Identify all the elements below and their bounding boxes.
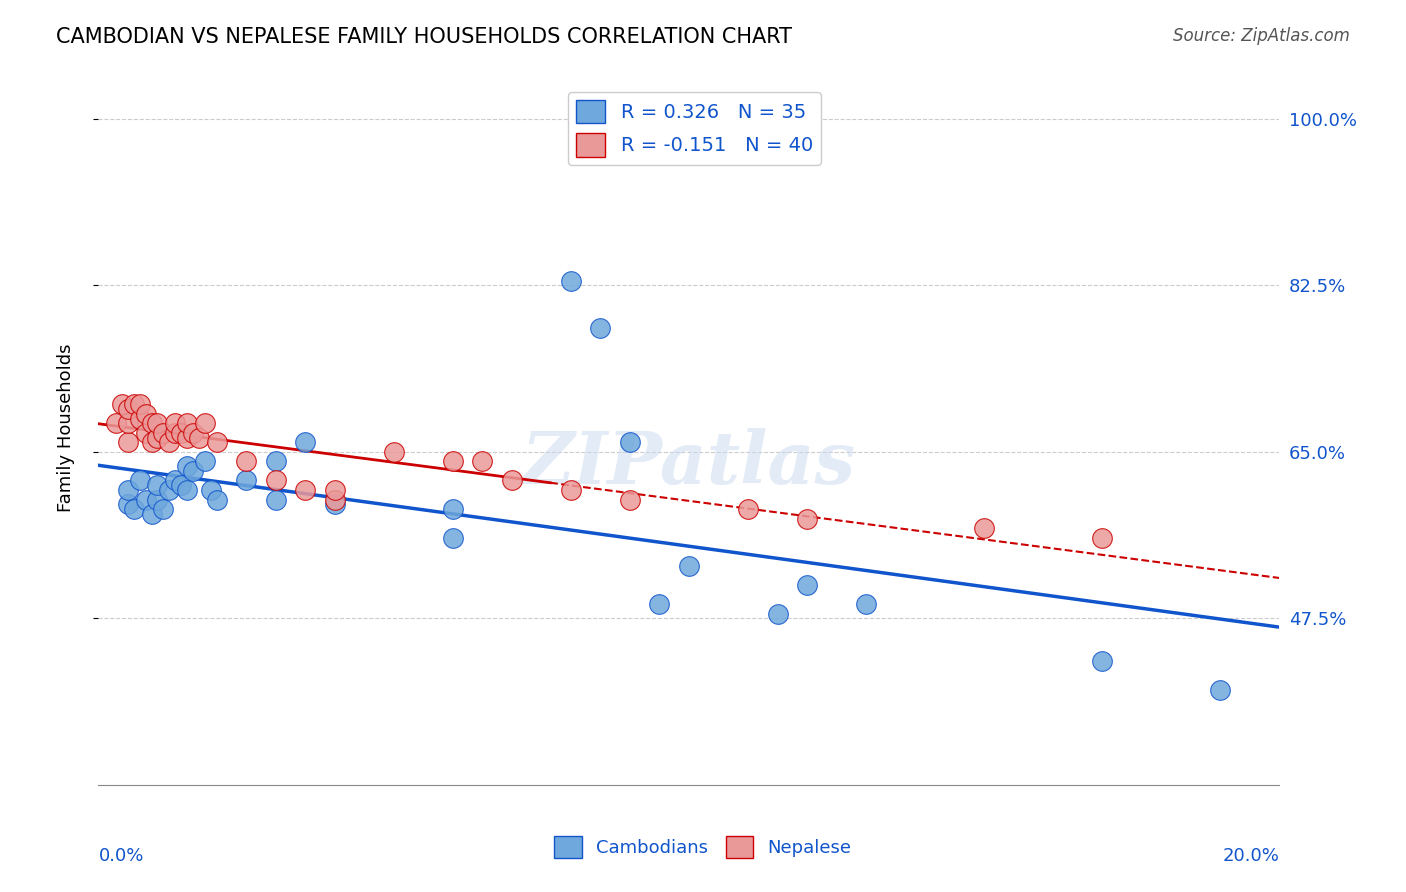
Text: Source: ZipAtlas.com: Source: ZipAtlas.com [1173, 27, 1350, 45]
Point [165, 417, 187, 431]
Point [170, 478, 193, 492]
Point [146, 478, 169, 492]
Point [1209, 682, 1232, 697]
Text: 0.0%: 0.0% [98, 847, 143, 865]
Text: 20.0%: 20.0% [1223, 847, 1279, 865]
Point [157, 483, 180, 497]
Point [560, 483, 582, 497]
Point [441, 454, 464, 468]
Point [146, 492, 169, 507]
Point [205, 492, 228, 507]
Point [323, 492, 346, 507]
Point [194, 417, 217, 431]
Point [105, 417, 128, 431]
Point [165, 425, 187, 440]
Point [117, 417, 139, 431]
Point [737, 502, 759, 516]
Point [146, 417, 169, 431]
Point [128, 474, 150, 488]
Point [678, 559, 700, 574]
Point [648, 597, 671, 611]
Point [441, 531, 464, 545]
Point [165, 474, 187, 488]
Point [471, 454, 494, 468]
Point [141, 417, 163, 431]
Point [141, 435, 163, 450]
Point [1091, 531, 1114, 545]
Point [117, 402, 139, 417]
Point [323, 497, 346, 511]
Point [141, 507, 163, 521]
Point [264, 474, 287, 488]
Point [117, 435, 139, 450]
Point [181, 425, 204, 440]
Point [187, 431, 209, 445]
Point [1091, 654, 1114, 668]
Point [128, 397, 150, 411]
Point [855, 597, 877, 611]
Point [122, 397, 145, 411]
Legend: Cambodians, Nepalese: Cambodians, Nepalese [547, 829, 859, 865]
Point [181, 464, 204, 478]
Point [135, 425, 157, 440]
Point [294, 483, 316, 497]
Point [135, 407, 157, 421]
Point [176, 459, 198, 474]
Point [589, 321, 612, 335]
Point [170, 425, 193, 440]
Point [205, 435, 228, 450]
Point [619, 435, 641, 450]
Y-axis label: Family Households: Family Households [56, 344, 75, 512]
Point [152, 502, 174, 516]
Point [264, 492, 287, 507]
Point [796, 511, 818, 525]
Point [117, 483, 139, 497]
Point [146, 431, 169, 445]
Point [176, 431, 198, 445]
Point [135, 492, 157, 507]
Point [152, 425, 174, 440]
Point [560, 274, 582, 288]
Point [973, 521, 995, 535]
Point [796, 578, 818, 592]
Text: ZIPatlas: ZIPatlas [522, 428, 856, 500]
Point [176, 483, 198, 497]
Point [294, 435, 316, 450]
Point [157, 435, 180, 450]
Point [117, 497, 139, 511]
Legend: R = 0.326   N = 35, R = -0.151   N = 40: R = 0.326 N = 35, R = -0.151 N = 40 [568, 92, 821, 164]
Point [501, 474, 523, 488]
Point [264, 454, 287, 468]
Point [235, 454, 257, 468]
Point [176, 417, 198, 431]
Point [111, 397, 134, 411]
Point [766, 607, 789, 621]
Point [194, 454, 217, 468]
Point [382, 445, 405, 459]
Point [441, 502, 464, 516]
Point [200, 483, 222, 497]
Point [235, 474, 257, 488]
Point [619, 492, 641, 507]
Text: CAMBODIAN VS NEPALESE FAMILY HOUSEHOLDS CORRELATION CHART: CAMBODIAN VS NEPALESE FAMILY HOUSEHOLDS … [56, 27, 792, 46]
Point [128, 411, 150, 425]
Point [323, 483, 346, 497]
Point [122, 502, 145, 516]
